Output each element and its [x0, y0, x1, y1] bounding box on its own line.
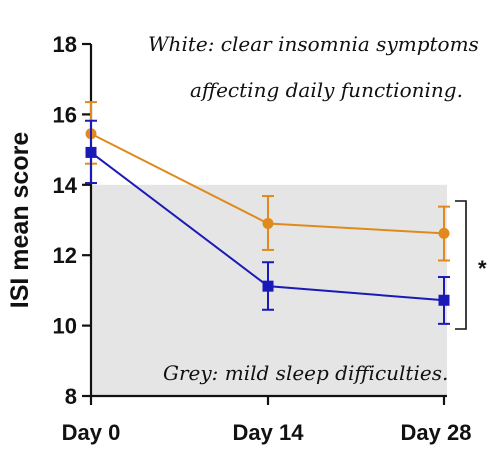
series-1	[85, 119, 450, 325]
data-point	[438, 227, 450, 239]
y-tick-label: 8	[65, 384, 77, 409]
y-tick-label: 14	[53, 173, 78, 198]
y-tick-label: 16	[53, 102, 77, 127]
x-tick-labels: Day 0 Day 14 Day 28	[62, 396, 472, 445]
significance-bracket	[455, 200, 467, 330]
white-note-line1: White: clear insomnia symptoms	[148, 32, 479, 56]
x-tick-label: Day 28	[401, 420, 472, 445]
y-tick-label: 12	[53, 243, 77, 268]
grey-note: Grey: mild sleep difficulties.	[163, 361, 448, 385]
y-axis-title: ISI mean score	[6, 132, 34, 309]
y-tick-label: 10	[53, 314, 77, 339]
x-tick-label: Day 0	[62, 420, 121, 445]
data-point	[438, 294, 450, 306]
significance-marker: *	[478, 256, 487, 281]
white-note-line2: affecting daily functioning.	[190, 78, 463, 102]
y-tick-label: 18	[53, 32, 77, 57]
data-point	[262, 280, 274, 292]
series-layer	[85, 101, 450, 325]
y-tick-labels: 8 10 12 14 16 18	[53, 32, 91, 409]
data-point	[262, 218, 274, 230]
data-point	[85, 146, 97, 158]
x-tick-label: Day 14	[233, 420, 305, 445]
